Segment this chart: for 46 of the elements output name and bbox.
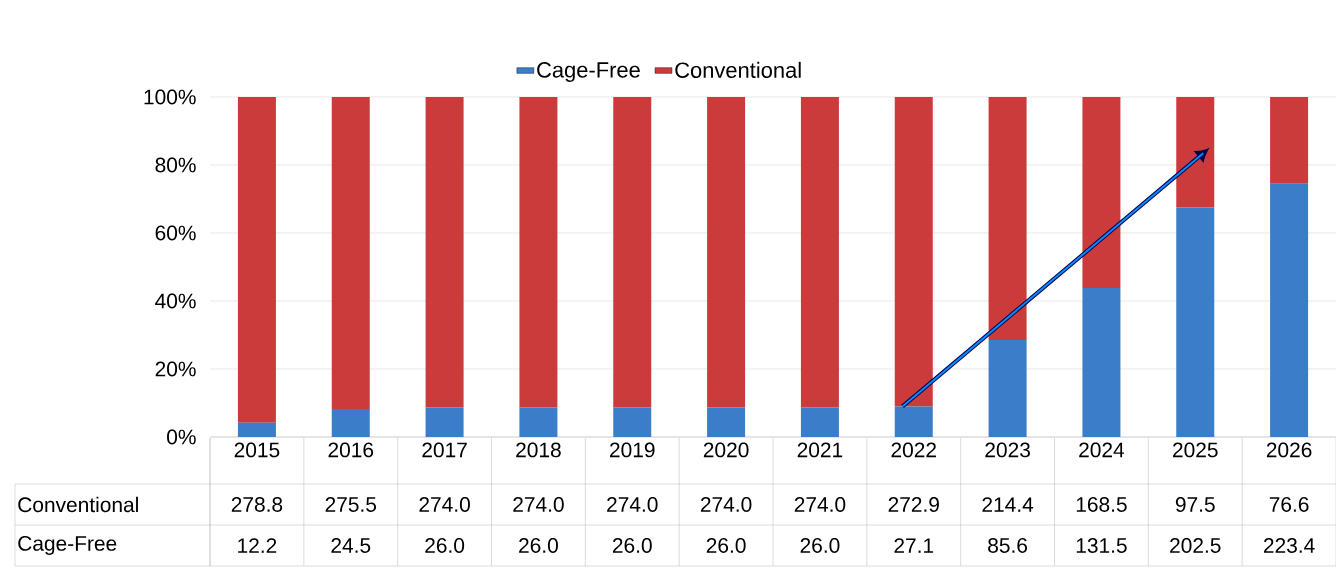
text: 76.6 (1269, 497, 1309, 512)
text: 26.0 (706, 538, 746, 553)
x-tick-label: 2023 (985, 442, 1030, 458)
text: 274.0 (419, 497, 470, 512)
text: 274.0 (700, 497, 752, 512)
text: 26.0 (425, 538, 465, 553)
y-tick-label: 60% (155, 225, 196, 241)
text: 223.4 (1263, 538, 1315, 553)
text: 272.9 (888, 497, 939, 512)
text: 24.5 (331, 538, 371, 553)
text: 27.1 (894, 538, 934, 553)
x-tick-label: 2019 (610, 442, 655, 458)
text: 168.5 (1076, 497, 1127, 512)
x-tick-label: 2016 (328, 442, 374, 458)
x-tick-label: 2025 (1173, 442, 1218, 458)
y-tick-label: 100% (144, 89, 196, 105)
legend-label: Conventional (675, 61, 801, 78)
text: 26.0 (519, 538, 558, 553)
x-tick-label: 2026 (1266, 442, 1312, 458)
y-tick-label: 40% (155, 293, 196, 309)
text: 26.0 (612, 538, 652, 553)
text: 278.8 (231, 497, 283, 512)
x-tick-label: 2022 (891, 442, 936, 458)
text: 274.0 (607, 497, 658, 512)
x-tick-label: 2021 (797, 442, 843, 458)
x-tick-label: 2018 (516, 442, 561, 458)
x-tick-label: 2024 (1079, 442, 1125, 458)
text: 202.5 (1170, 538, 1221, 553)
y-tick-label: 0% (167, 429, 196, 445)
text: 97.5 (1175, 497, 1215, 512)
legend-label: Cage-Free (537, 62, 640, 82)
text: 274.0 (513, 497, 564, 512)
text: Conventional (18, 496, 138, 513)
text: 214.4 (982, 497, 1034, 512)
y-tick-label: 20% (155, 361, 196, 377)
text: 85.6 (988, 538, 1028, 553)
text: Cage-Free (18, 536, 117, 555)
text: 131.5 (1076, 538, 1127, 553)
text: 275.5 (325, 497, 377, 512)
y-tick-label: 80% (155, 157, 196, 173)
text: 12.2 (238, 538, 277, 553)
x-tick-label: 2020 (703, 442, 749, 458)
text: 274.0 (794, 497, 846, 512)
x-tick-label: 2017 (422, 442, 467, 458)
text: 26.0 (800, 538, 840, 553)
x-tick-label: 2015 (234, 442, 280, 458)
